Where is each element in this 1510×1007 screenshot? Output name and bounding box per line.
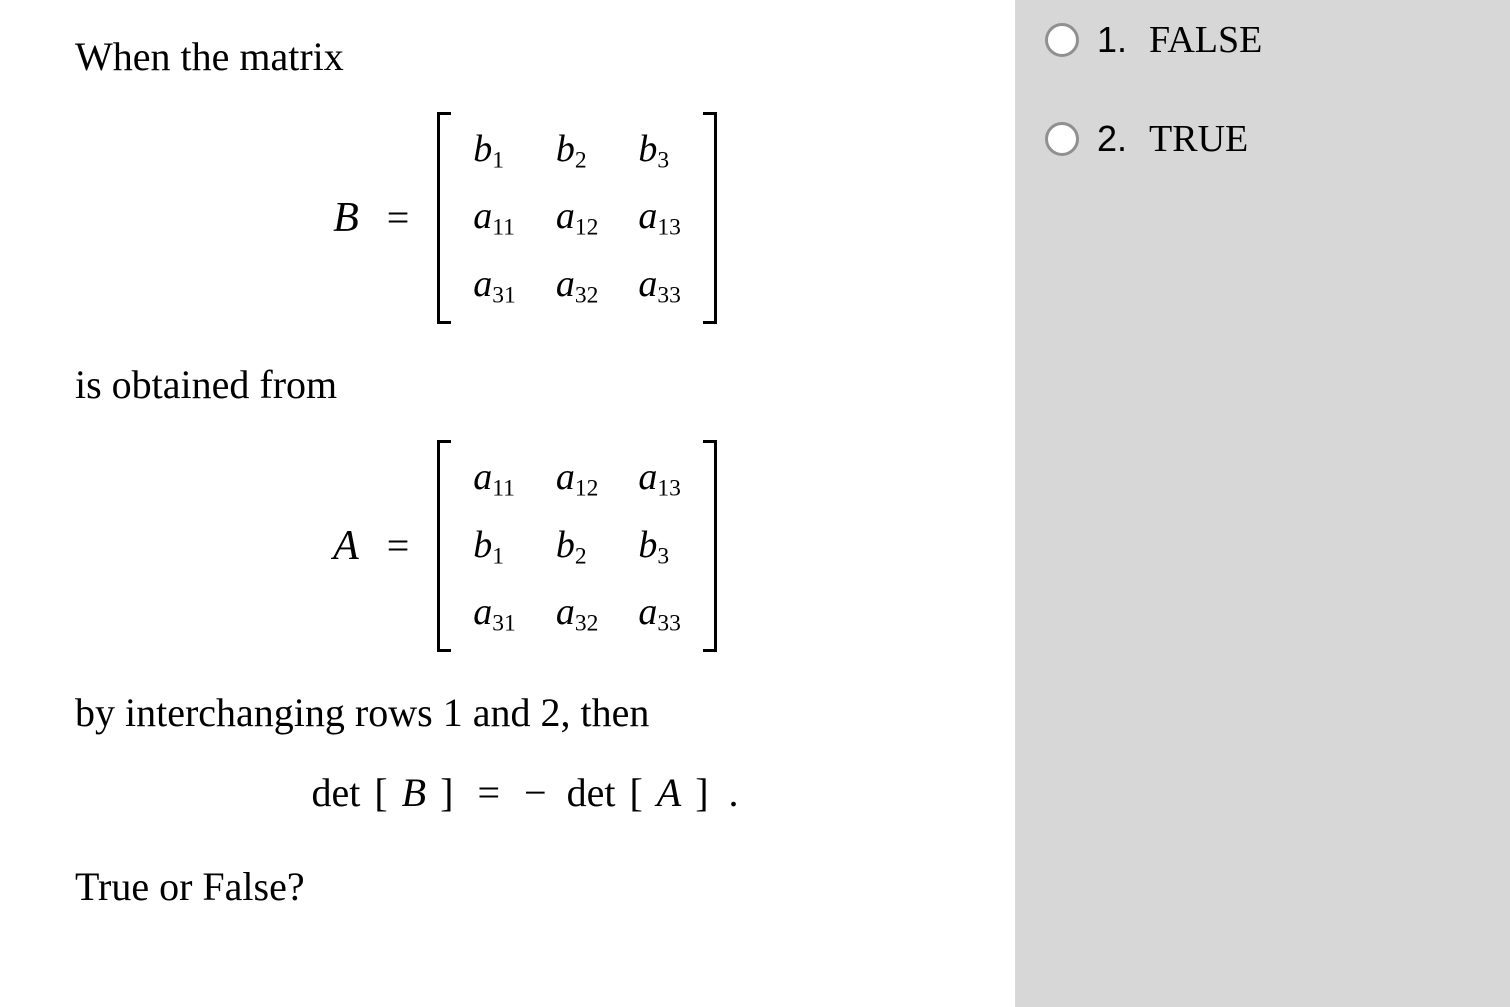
bracket-right-icon [703, 440, 717, 652]
matrix-cell: a13 [638, 452, 681, 505]
matrix-cell: b1 [473, 124, 516, 177]
matrix-cell: a11 [473, 191, 516, 244]
matrix-cell: b1 [473, 520, 516, 573]
determinant-relation: det [ B ] = − det [ A ] . [75, 766, 975, 820]
radio-icon[interactable] [1045, 122, 1079, 156]
det-rhs-close: ] [695, 766, 708, 820]
matrix-cell: a12 [556, 191, 599, 244]
det-rhs-prefix: det [567, 766, 616, 820]
answer-option-2-num: 2. [1097, 118, 1127, 160]
question-line-2: is obtained from [75, 358, 975, 412]
det-lhs-close: ] [440, 766, 453, 820]
bracket-right-icon [703, 112, 717, 324]
radio-icon[interactable] [1045, 23, 1079, 57]
question-line-4: True or False? [75, 860, 975, 914]
matrix-A-cells: a11 a12 a13 b1 b2 b3 a31 a32 a33 [451, 440, 703, 652]
matrix-B-cells: b1 b2 b3 a11 a12 a13 a31 a32 a33 [451, 112, 703, 324]
matrix-cell: b2 [556, 124, 599, 177]
question-pane: When the matrix B = b1 b2 b3 a11 a12 a13… [0, 0, 1015, 1007]
answer-option-1[interactable]: 1. FALSE [1045, 18, 1480, 62]
matrix-cell: a33 [638, 587, 681, 640]
matrix-B: b1 b2 b3 a11 a12 a13 a31 a32 a33 [437, 112, 717, 324]
det-lhs-prefix: det [311, 766, 360, 820]
matrix-A-row: A = a11 a12 a13 b1 b2 b3 a31 a32 a33 [75, 440, 975, 652]
det-rhs-var: A [657, 766, 681, 820]
matrix-cell: a31 [473, 259, 516, 312]
matrix-cell: a11 [473, 452, 516, 505]
answer-pane: 1. FALSE 2. TRUE [1015, 0, 1510, 1007]
det-terminal: . [729, 766, 739, 820]
matrix-cell: a12 [556, 452, 599, 505]
matrix-A-symbol: A [333, 518, 359, 575]
matrix-cell: a32 [556, 587, 599, 640]
matrix-cell: a32 [556, 259, 599, 312]
answer-option-2-label: TRUE [1149, 117, 1248, 161]
matrix-B-row: B = b1 b2 b3 a11 a12 a13 a31 a32 a33 [75, 112, 975, 324]
matrix-cell: b3 [638, 124, 681, 177]
question-line-1: When the matrix [75, 30, 975, 84]
matrix-cell: a33 [638, 259, 681, 312]
matrix-cell: b3 [638, 520, 681, 573]
bracket-left-icon [437, 112, 451, 324]
det-rhs-open: [ [629, 766, 642, 820]
matrix-cell: b2 [556, 520, 599, 573]
matrix-cell: a31 [473, 587, 516, 640]
det-rhs-sign: − [524, 766, 547, 820]
question-line-3: by interchanging rows 1 and 2, then [75, 686, 975, 740]
det-lhs-var: B [402, 766, 426, 820]
matrix-A-equals: = [387, 519, 410, 573]
bracket-left-icon [437, 440, 451, 652]
matrix-cell: a13 [638, 191, 681, 244]
answer-option-2[interactable]: 2. TRUE [1045, 117, 1480, 161]
matrix-B-symbol: B [333, 190, 359, 247]
answer-option-1-label: FALSE [1149, 18, 1262, 62]
answer-option-1-num: 1. [1097, 19, 1127, 61]
det-eq: = [477, 766, 500, 820]
matrix-A: a11 a12 a13 b1 b2 b3 a31 a32 a33 [437, 440, 717, 652]
matrix-B-equals: = [387, 191, 410, 245]
det-lhs-open: [ [374, 766, 387, 820]
page-root: When the matrix B = b1 b2 b3 a11 a12 a13… [0, 0, 1510, 1007]
